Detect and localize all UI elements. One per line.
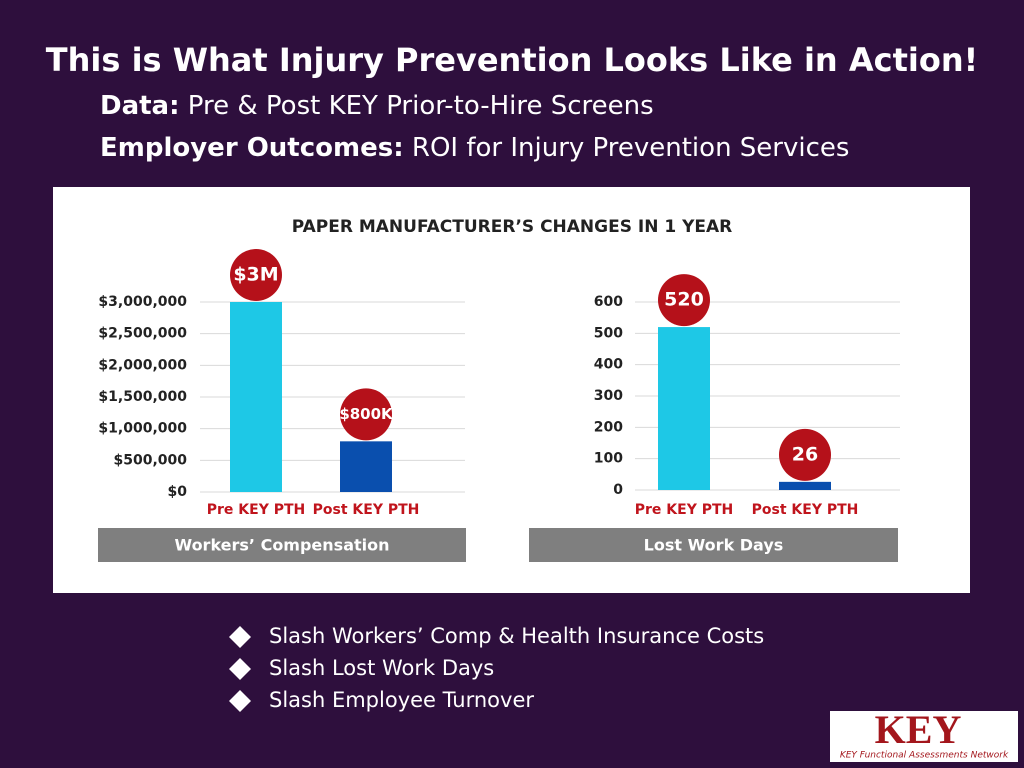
logo-box <box>830 711 1018 762</box>
bullet-text: Slash Employee Turnover <box>269 688 534 712</box>
x-tick-label: Pre KEY PTH <box>635 502 734 518</box>
bar <box>340 441 392 492</box>
page-title: This is What Injury Prevention Looks Lik… <box>46 41 978 79</box>
logo-text: KEY Functional Assessments Network <box>840 751 1009 761</box>
bar <box>779 481 831 490</box>
logo-mark: KEY <box>875 707 962 752</box>
bullet-diamond <box>229 658 251 680</box>
value-label: 26 <box>792 443 818 465</box>
bullet-text: Slash Lost Work Days <box>269 656 494 680</box>
bullet-diamond <box>229 626 251 648</box>
y-tick-label: $2,000,000 <box>98 357 187 373</box>
header-text: ROI for Injury Prevention Services <box>412 133 850 163</box>
x-label-band <box>529 528 898 562</box>
header-line: Employer Outcomes: ROI for Injury Preven… <box>100 133 849 163</box>
bullet-diamond <box>229 690 251 712</box>
value-badge <box>779 428 831 481</box>
value-badge <box>230 249 282 301</box>
y-tick-label: $1,500,000 <box>98 389 187 405</box>
x-label-band <box>98 528 466 562</box>
x-tick-label: Post KEY PTH <box>313 502 420 518</box>
y-tick-label: $0 <box>168 484 188 500</box>
y-tick-label: 100 <box>594 451 623 467</box>
y-tick-label: 600 <box>594 294 623 310</box>
chart-panel <box>53 187 970 593</box>
y-tick-label: 500 <box>594 325 623 341</box>
y-tick-label: $1,000,000 <box>98 421 187 437</box>
value-badge <box>340 388 392 441</box>
x-tick-label: Pre KEY PTH <box>207 502 306 518</box>
y-tick-label: 200 <box>594 419 623 435</box>
header-line: Data: Pre & Post KEY Prior-to-Hire Scree… <box>100 91 654 121</box>
value-label: 520 <box>664 289 704 311</box>
y-tick-label: $2,500,000 <box>98 326 187 342</box>
header-label: Employer Outcomes: <box>100 133 404 163</box>
bullet-text: Slash Workers’ Comp & Health Insurance C… <box>269 624 764 648</box>
y-tick-label: $3,000,000 <box>98 294 187 310</box>
value-badge <box>658 274 710 327</box>
header-text: Pre & Post KEY Prior-to-Hire Screens <box>188 91 654 121</box>
value-label: $800K <box>339 405 394 423</box>
bar <box>230 302 282 492</box>
x-axis-label: Workers’ Compensation <box>174 536 389 555</box>
header-space <box>404 133 412 163</box>
y-tick-label: 0 <box>613 482 623 498</box>
bar <box>658 327 710 490</box>
header-space <box>180 91 188 121</box>
y-tick-label: 300 <box>594 388 623 404</box>
header-label: Data: <box>100 91 180 121</box>
x-axis-label: Lost Work Days <box>644 536 784 555</box>
x-tick-label: Post KEY PTH <box>752 502 859 518</box>
y-tick-label: $500,000 <box>113 452 187 468</box>
y-tick-label: 400 <box>594 357 623 373</box>
value-label: $3M <box>233 264 278 286</box>
panel-title: PAPER MANUFACTURER’S CHANGES IN 1 YEAR <box>292 217 733 237</box>
